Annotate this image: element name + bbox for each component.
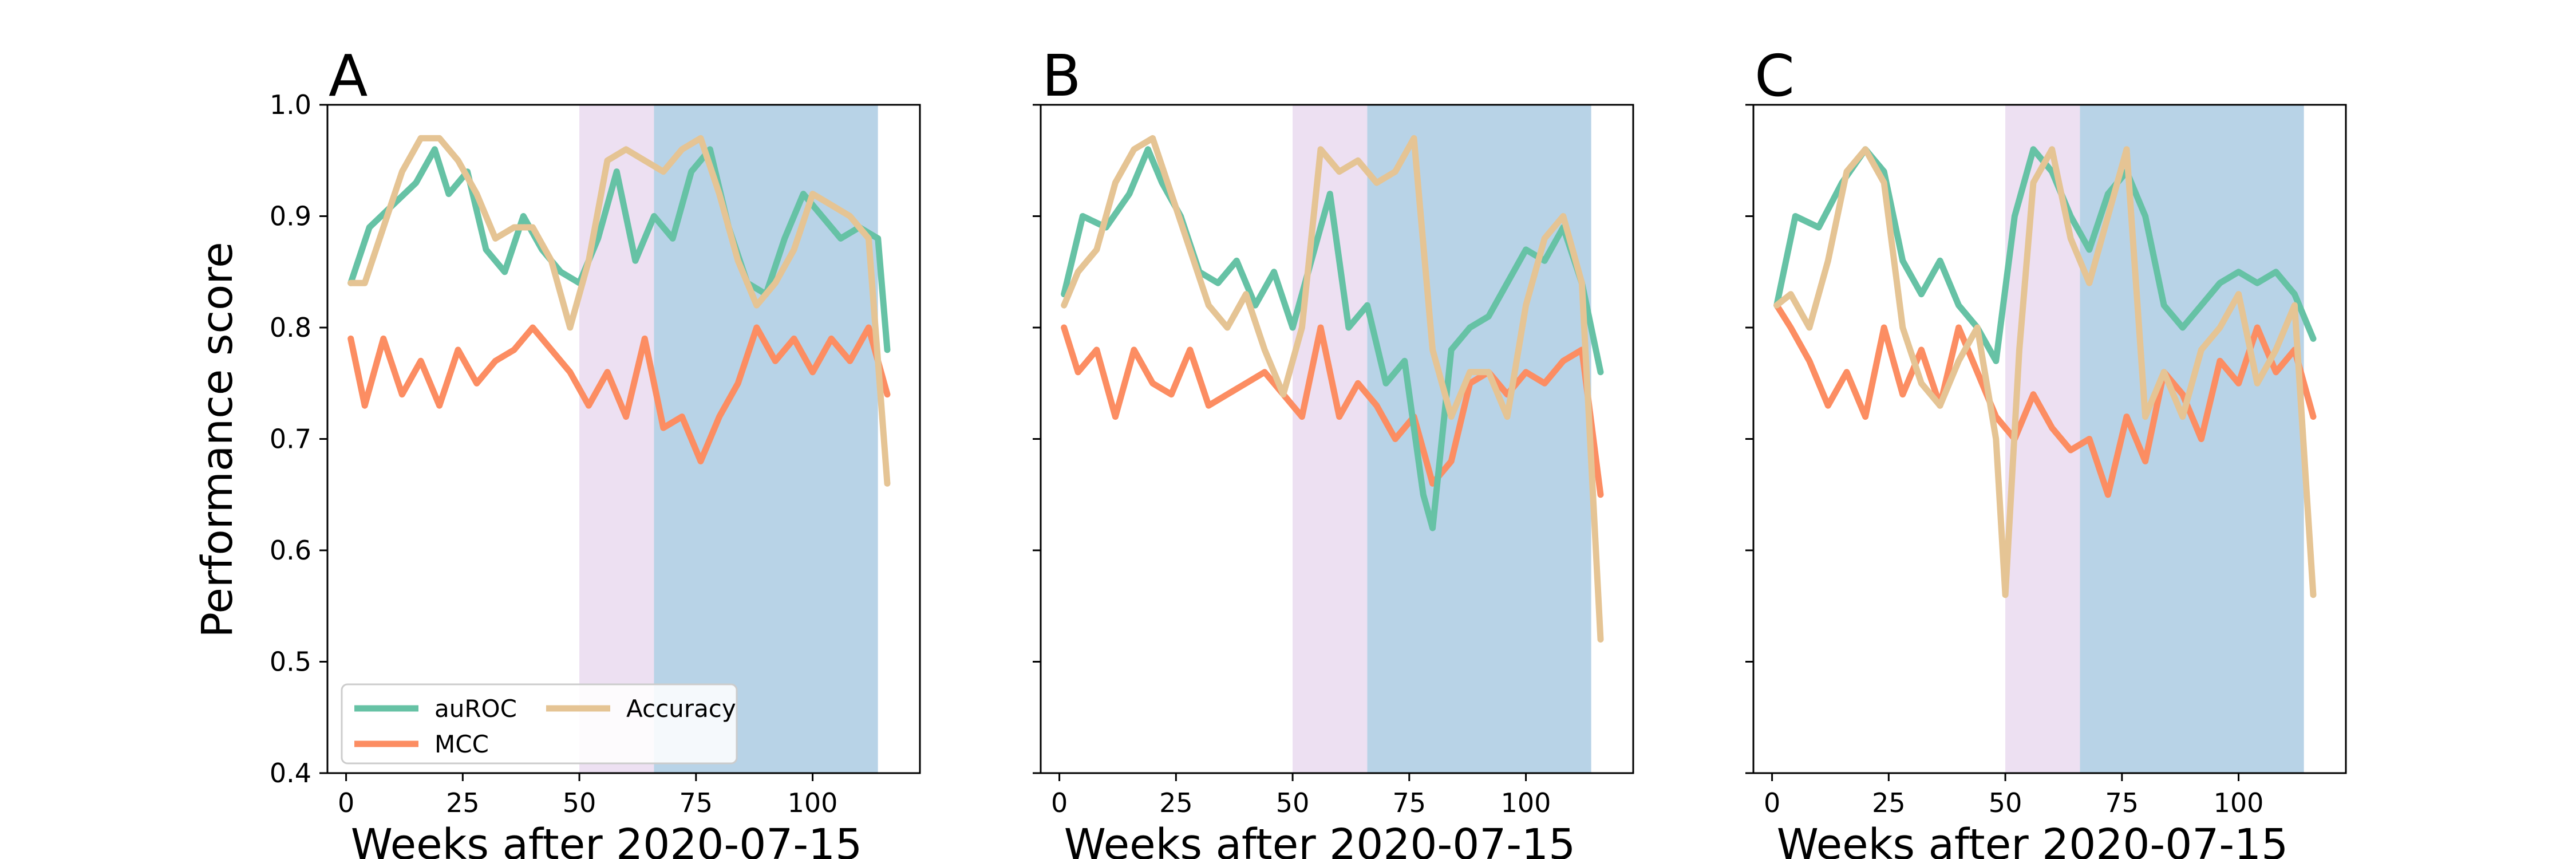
y-tick-label: 0.5 (270, 647, 311, 677)
series-line-mcc (347, 324, 891, 464)
panel-label: C (1755, 42, 1795, 109)
y-tick-label: 0.8 (270, 312, 311, 343)
x-tick-label: 50 (1276, 787, 1310, 818)
x-tick-label: 0 (338, 787, 354, 818)
x-tick-label: 100 (788, 787, 838, 818)
shaded-region-purple (579, 105, 654, 773)
x-tick-label: 25 (1872, 787, 1906, 818)
series-line-accuracy (1061, 135, 1604, 643)
legend-box (341, 683, 738, 765)
x-tick-label: 0 (1764, 787, 1780, 818)
panel-b: 0 25 50 75 100 B Weeks after 2020-07-15 (1033, 42, 1634, 859)
legend: auROC MCC Accuracy (341, 683, 738, 765)
y-tick-label: 0.7 (270, 424, 311, 455)
x-tick-label: 100 (2214, 787, 2264, 818)
x-axis-label: Weeks after 2020-07-15 (1777, 820, 2288, 859)
y-tick-label: 0.6 (270, 535, 311, 566)
x-tick-label: 50 (1989, 787, 2022, 818)
panel-a: 0 25 50 75 100 0.4 0.5 0.6 0.7 0.8 0.9 1.0 A Weeks af… (270, 42, 921, 859)
x-tick-label: 75 (1393, 787, 1427, 818)
series-line-auroc (1061, 146, 1604, 531)
y-tick-label: 1.0 (270, 89, 311, 120)
y-tick-label: 0.4 (270, 758, 311, 789)
shaded-region-blue (1367, 105, 1591, 773)
x-axis-label: Weeks after 2020-07-15 (1064, 820, 1575, 859)
x-tick-label: 0 (1051, 787, 1068, 818)
y-tick-label: 0.9 (270, 201, 311, 232)
legend-label-auroc: auROC (434, 695, 517, 723)
panels: 0 25 50 75 100 0.4 0.5 0.6 0.7 0.8 0.9 1.0 A Weeks af… (270, 42, 2347, 859)
shaded-region-blue (2080, 105, 2304, 773)
y-axis-label: Performance score (193, 242, 242, 637)
x-tick-label: 75 (2105, 787, 2139, 818)
legend-label-accuracy: Accuracy (626, 695, 736, 723)
x-tick-label: 75 (679, 787, 713, 818)
panel-label: B (1042, 42, 1081, 109)
series-line-auroc (347, 146, 891, 353)
x-tick-label: 50 (563, 787, 596, 818)
series-line-accuracy (1773, 146, 2317, 598)
x-tick-label: 25 (1159, 787, 1193, 818)
series-line-accuracy (347, 135, 891, 487)
series-line-mcc (1773, 302, 2317, 498)
panel-label: A (329, 42, 368, 109)
shaded-region-blue (654, 105, 878, 773)
x-tick-label: 100 (1501, 787, 1551, 818)
x-axis-label: Weeks after 2020-07-15 (351, 820, 862, 859)
x-tick-label: 25 (446, 787, 480, 818)
panel-c: 0 25 50 75 100 C Weeks after 2020-07-15 (1745, 42, 2347, 859)
legend-label-mcc: MCC (434, 730, 489, 758)
series-line-auroc (1773, 146, 2317, 364)
